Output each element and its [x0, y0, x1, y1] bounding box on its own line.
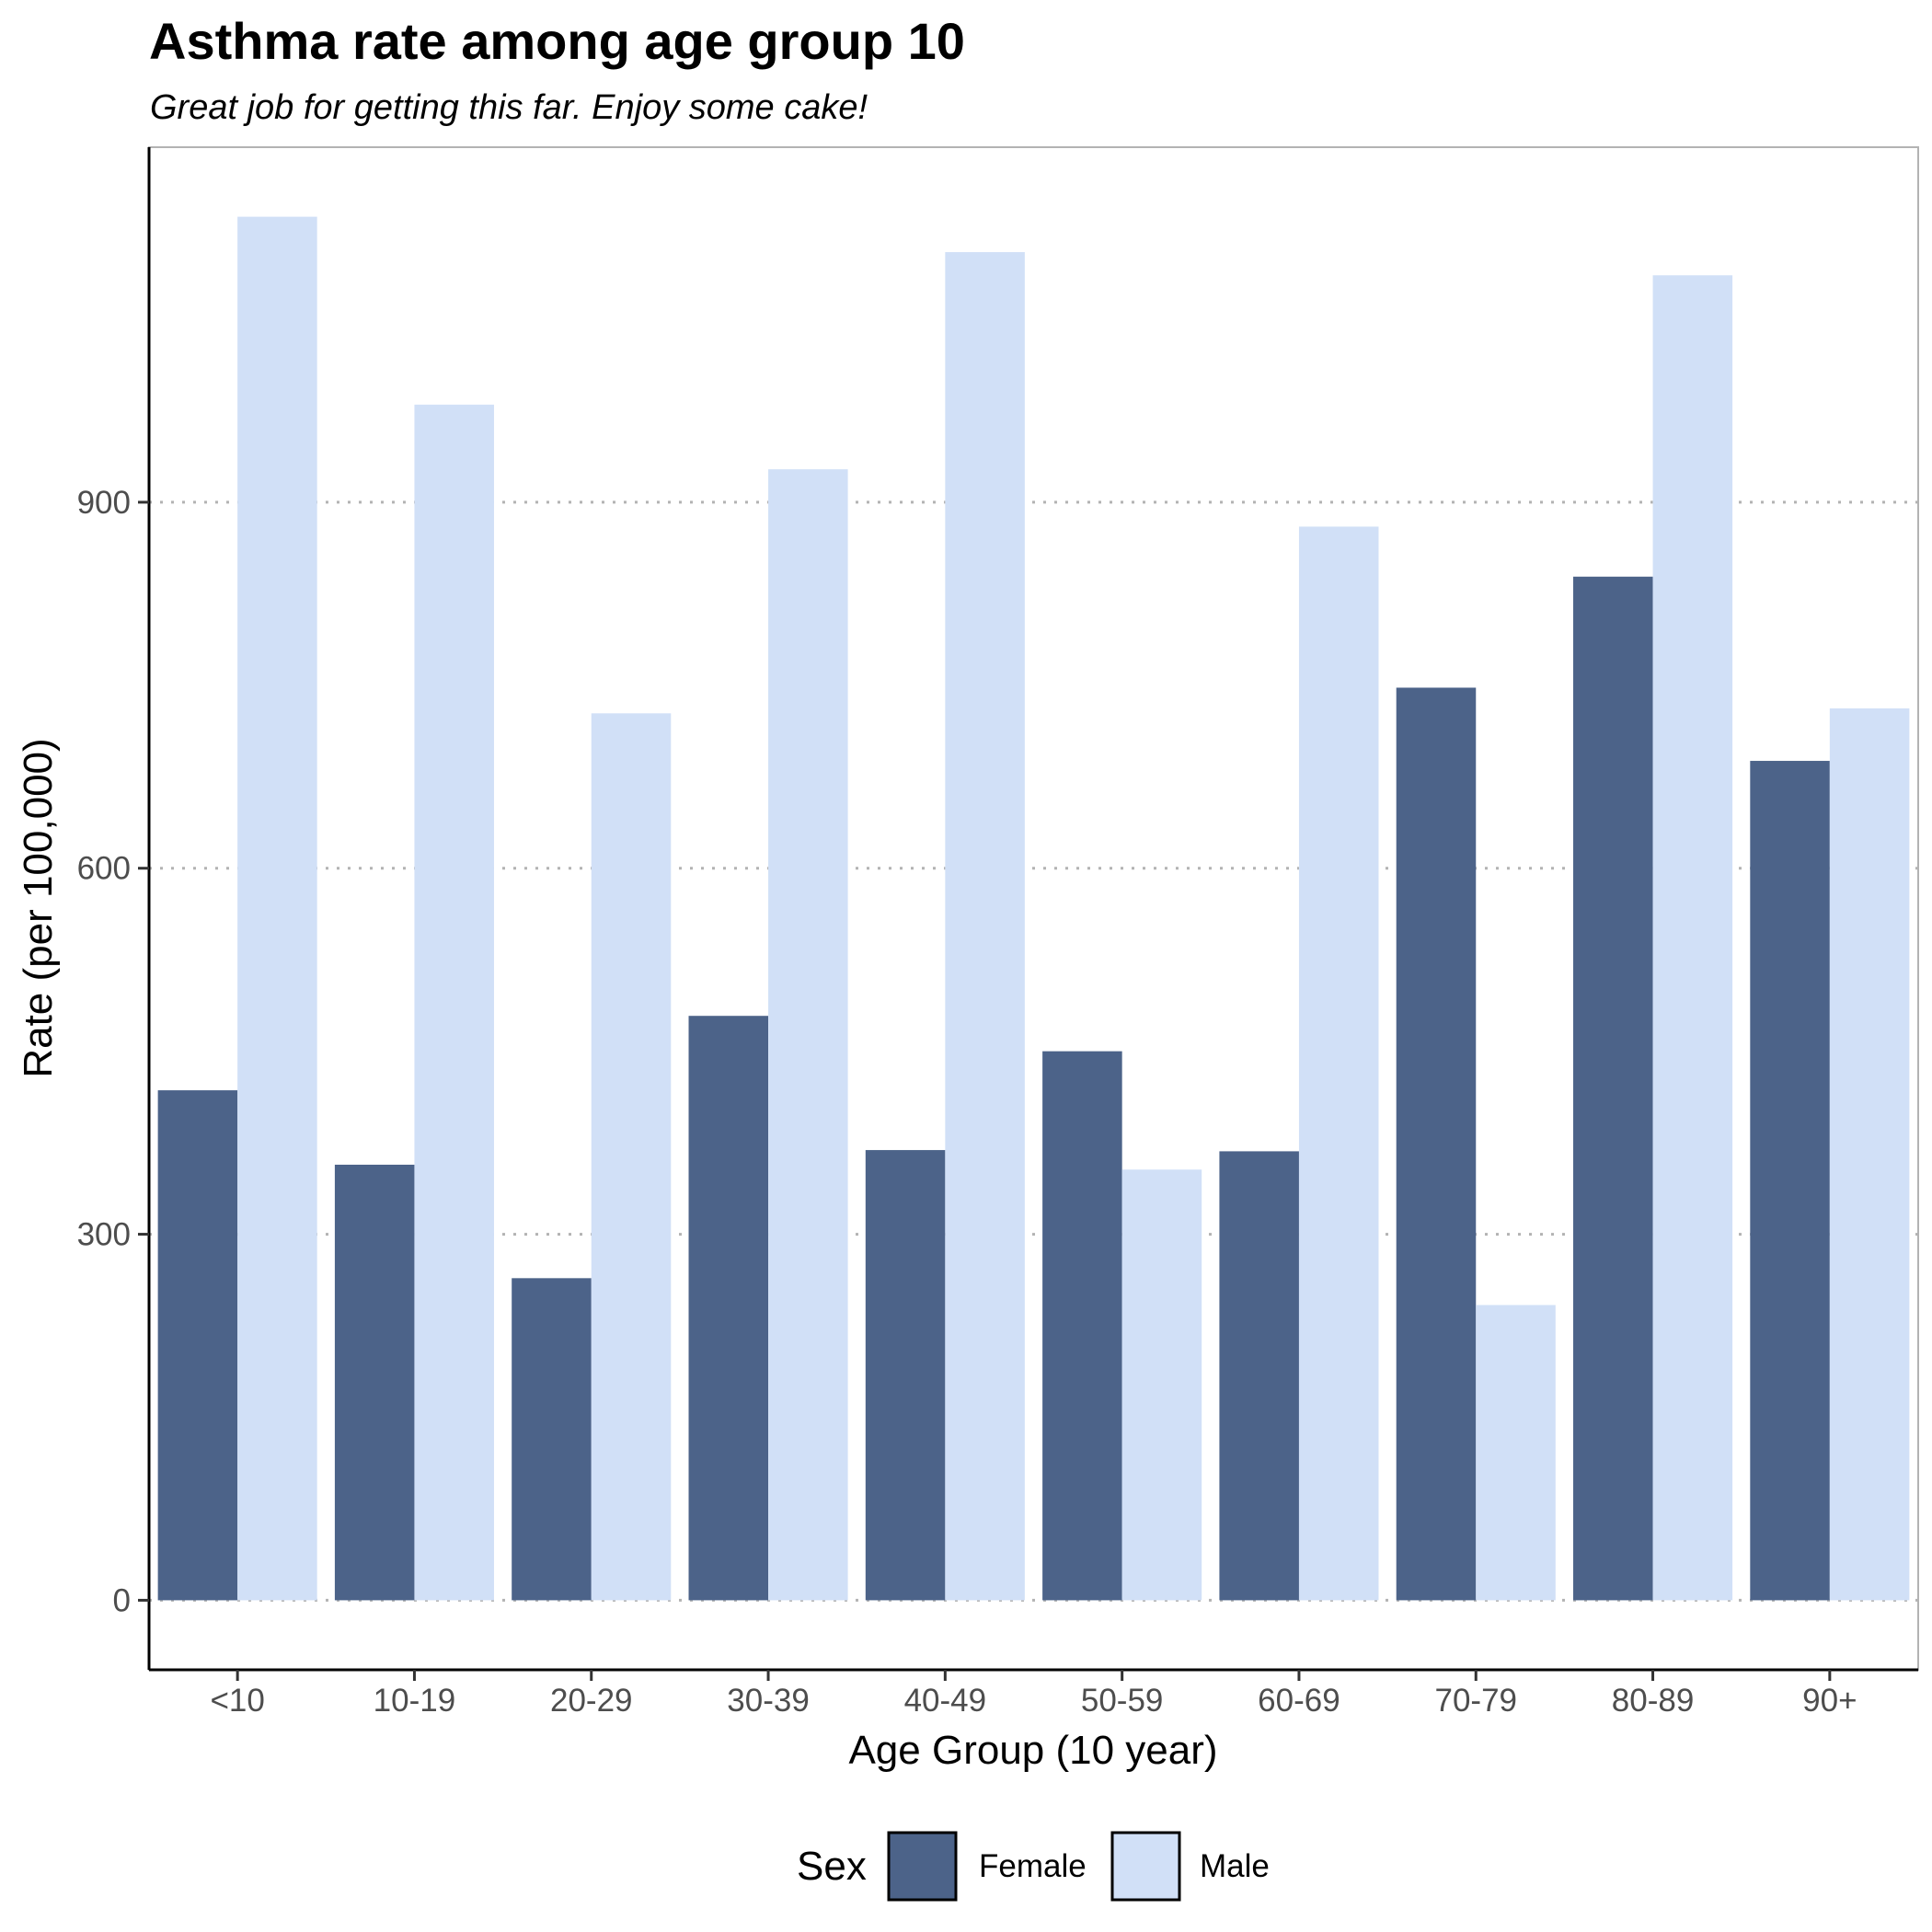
bar-male-0: [237, 216, 317, 1601]
x-axis-title: Age Group (10 year): [848, 1728, 1217, 1773]
x-axis-ticks: <10 10-19 20-29 30-39 40-49 50-59 60-69 70-79 80…: [210, 1670, 1857, 1719]
bar-female-3: [688, 1016, 769, 1601]
x-tick-label-6: 60-69: [1258, 1683, 1340, 1719]
legend-key-female: [887, 1831, 958, 1902]
bar-male-6: [1298, 526, 1379, 1601]
bar-male-5: [1121, 1169, 1202, 1601]
bar-female-7: [1396, 687, 1477, 1601]
bar-female-8: [1573, 576, 1653, 1601]
legend-key-male: [1110, 1831, 1181, 1902]
bar-female-9: [1750, 761, 1830, 1601]
x-tick-label-1: 10-19: [374, 1683, 456, 1719]
legend-label-female: Female: [979, 1848, 1087, 1884]
legend-label-male: Male: [1200, 1848, 1270, 1884]
bar-female-4: [865, 1150, 946, 1601]
bars: [157, 216, 1910, 1601]
x-tick-label-9: 90+: [1802, 1683, 1857, 1719]
bar-male-7: [1476, 1305, 1556, 1601]
gridlines: [149, 500, 1918, 1602]
chart-title: Asthma rate among age group 10: [149, 12, 965, 70]
bar-female-6: [1219, 1151, 1299, 1601]
bar-male-3: [768, 469, 848, 1601]
legend-title: Sex: [797, 1844, 867, 1889]
y-tick-label-600: 600: [77, 851, 131, 887]
x-tick-label-7: 70-79: [1434, 1683, 1517, 1719]
y-axis-ticks: 0 300 600 900: [77, 485, 149, 1618]
y-tick-label-0: 0: [113, 1582, 131, 1618]
bar-female-2: [512, 1278, 592, 1601]
bar-male-4: [945, 252, 1025, 1601]
x-tick-label-5: 50-59: [1081, 1683, 1164, 1719]
bar-male-9: [1829, 708, 1910, 1601]
bar-male-1: [414, 404, 494, 1601]
bar-female-5: [1042, 1051, 1122, 1601]
bar-female-1: [334, 1164, 415, 1601]
x-tick-label-3: 30-39: [727, 1683, 810, 1719]
plot-area: 0 300 600 900 <10 10-19 20-29 30-39 40-49 50-59 6…: [77, 146, 1919, 1719]
bar-female-0: [157, 1090, 238, 1601]
bar-male-2: [591, 713, 672, 1601]
y-tick-label-900: 900: [77, 485, 131, 521]
y-tick-label-300: 300: [77, 1217, 131, 1253]
bar-male-8: [1652, 275, 1733, 1601]
x-tick-label-0: <10: [210, 1683, 264, 1719]
legend: Sex Female Male: [797, 1831, 1270, 1902]
x-tick-label-2: 20-29: [550, 1683, 633, 1719]
y-axis-title: Rate (per 100,000): [16, 738, 61, 1077]
x-tick-label-4: 40-49: [904, 1683, 987, 1719]
chart-subtitle: Great job for getting this far. Enjoy so…: [150, 88, 868, 127]
x-tick-label-8: 80-89: [1612, 1683, 1695, 1719]
